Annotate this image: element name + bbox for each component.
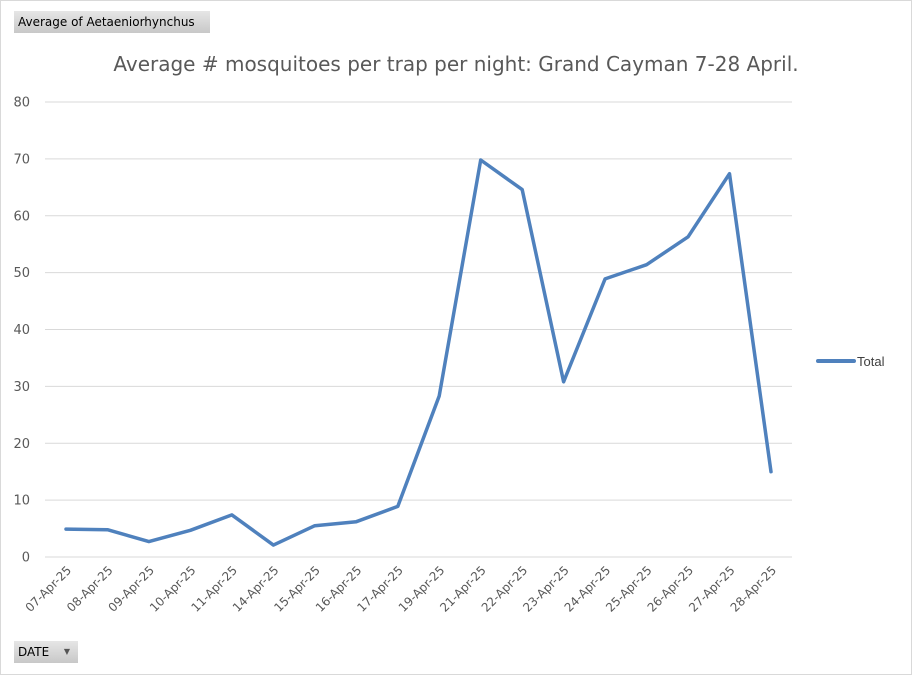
y-tick-label: 30 xyxy=(13,380,30,395)
value-field-button[interactable]: Average of Aetaeniorhynchus xyxy=(14,11,210,33)
y-tick-label: 0 xyxy=(22,551,30,566)
dropdown-arrow-icon[interactable]: ▼ xyxy=(63,647,70,656)
y-tick-label: 50 xyxy=(13,266,30,281)
legend-line-swatch-icon xyxy=(816,359,856,363)
axis-field-button-date[interactable]: DATE ▼ xyxy=(14,641,78,663)
y-tick-label: 40 xyxy=(13,323,30,338)
y-tick-label: 20 xyxy=(13,437,30,452)
legend[interactable]: Total xyxy=(816,352,884,370)
axis-field-label: DATE xyxy=(18,645,50,659)
series-line-total[interactable] xyxy=(64,158,773,547)
y-tick-label: 80 xyxy=(13,96,30,111)
y-tick-label: 70 xyxy=(13,152,30,167)
y-tick-label: 60 xyxy=(13,209,30,224)
chart-title: Average # mosquitoes per trap per night:… xyxy=(113,52,799,76)
legend-label: Total xyxy=(857,353,885,369)
y-tick-label: 10 xyxy=(13,494,30,509)
